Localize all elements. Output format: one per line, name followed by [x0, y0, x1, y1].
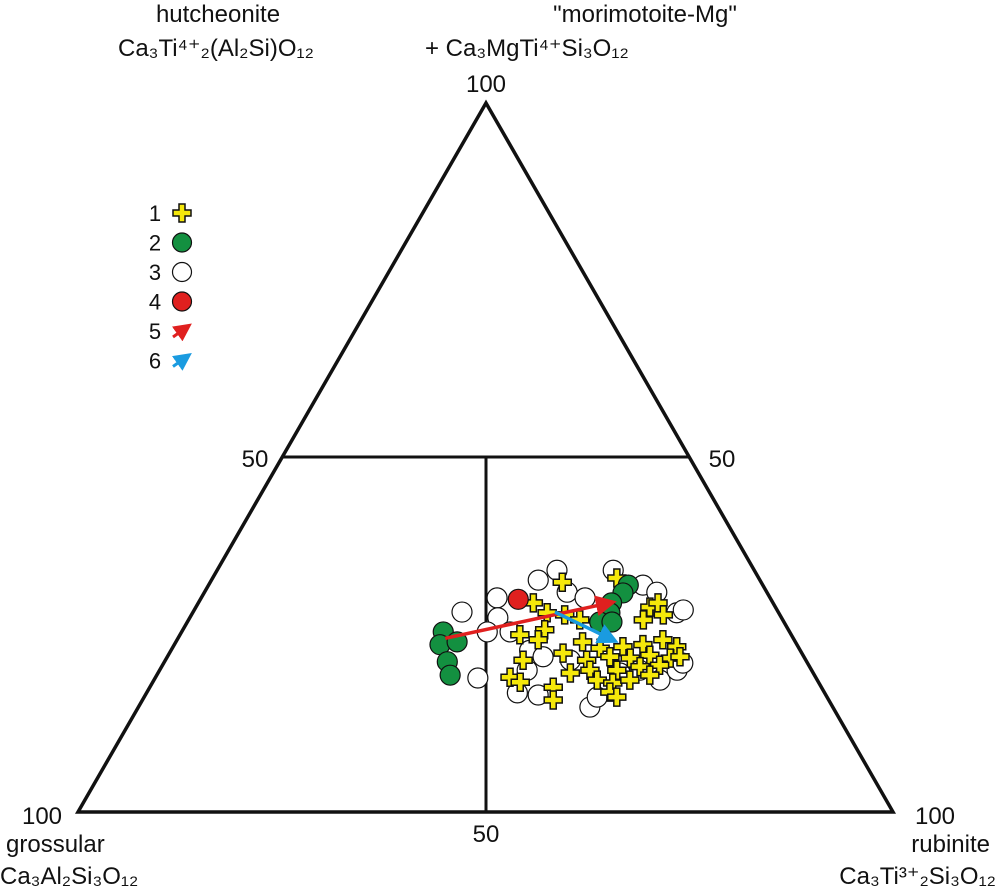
data-point-series-1 [649, 655, 670, 675]
apex-right-name: rubinite [911, 831, 990, 858]
tick-left-100: 100 [22, 803, 62, 830]
data-point-series-1 [600, 682, 620, 702]
tick-top-100: 100 [466, 71, 506, 98]
legend-label-1: 1 [149, 201, 161, 226]
legend-label-3: 3 [149, 260, 161, 285]
data-point-series-1 [653, 605, 674, 625]
apex-top-formula-plus: + Ca₃MgTi⁴⁺Si₃O₁₂ [425, 35, 629, 62]
legend-symbol-4-circle-icon [171, 291, 193, 312]
data-point-series-3 [672, 599, 694, 621]
legend-symbol-3-circle-icon [171, 261, 193, 283]
data-point-series-1 [510, 625, 530, 645]
data-point-series-1 [500, 667, 520, 688]
data-point-series-1 [607, 687, 627, 707]
trend-arrow-5 [444, 595, 617, 641]
legend-label-2: 2 [149, 231, 161, 256]
data-point-series-1 [640, 665, 660, 685]
data-point-series-1 [513, 650, 533, 671]
data-point-series-1 [670, 646, 690, 667]
data-point-series-1 [543, 690, 563, 710]
legend-symbol-1-cross-icon [172, 203, 192, 223]
data-point-series-2 [439, 664, 461, 686]
legend-symbol-2-circle-icon [171, 232, 193, 253]
data-point-series-3 [527, 684, 549, 706]
data-point-series-3 [467, 667, 489, 689]
apex-top-name2: "morimotoite-Mg" [553, 1, 737, 28]
apex-left-formula: Ca₃Al₂Si₃O₁₂ [0, 863, 138, 890]
data-point-series-1 [560, 663, 581, 683]
data-points [429, 559, 694, 718]
data-point-series-3 [451, 601, 473, 623]
data-point-series-1 [653, 629, 673, 650]
apex-top-name: hutcheonite [156, 1, 280, 28]
apex-left-name: grossular [6, 831, 105, 858]
tick-bottom-50: 50 [473, 821, 500, 848]
legend-label-4: 4 [149, 290, 161, 315]
data-point-series-1 [510, 672, 530, 693]
data-point-series-3 [486, 587, 508, 609]
tick-left-50: 50 [242, 446, 269, 473]
data-point-series-3 [574, 587, 596, 609]
data-point-series-3 [527, 569, 549, 591]
data-point-series-1 [572, 632, 593, 652]
data-point-series-1 [570, 610, 590, 630]
data-point-series-1 [633, 610, 654, 630]
legend-symbol-6-arrow-icon [172, 353, 192, 371]
data-point-series-3 [532, 646, 554, 668]
data-point-series-1 [600, 646, 620, 667]
data-point-series-1 [607, 660, 627, 680]
trend-arrows [444, 595, 619, 644]
data-point-series-1 [620, 670, 640, 690]
legend-symbol-5-arrow-icon [172, 323, 192, 342]
tick-right-50: 50 [709, 446, 736, 473]
data-point-series-1 [537, 603, 557, 623]
data-point-series-4 [507, 588, 529, 610]
apex-top-formula: Ca₃Ti⁴⁺₂(Al₂Si)O₁₂ [118, 35, 314, 62]
legend-label-5: 5 [149, 319, 161, 344]
data-point-series-1 [528, 629, 548, 650]
legend: 1 2 3 4 5 6 [149, 201, 193, 374]
trend-arrow-6 [554, 610, 619, 644]
apex-right-formula: Ca₃Ti³⁺₂Si₃O₁₂ [839, 863, 996, 890]
data-point-series-1 [553, 643, 573, 663]
data-point-series-1 [552, 572, 573, 593]
legend-label-6: 6 [149, 349, 161, 374]
tick-right-100: 100 [915, 803, 955, 830]
data-point-series-2 [601, 611, 623, 633]
